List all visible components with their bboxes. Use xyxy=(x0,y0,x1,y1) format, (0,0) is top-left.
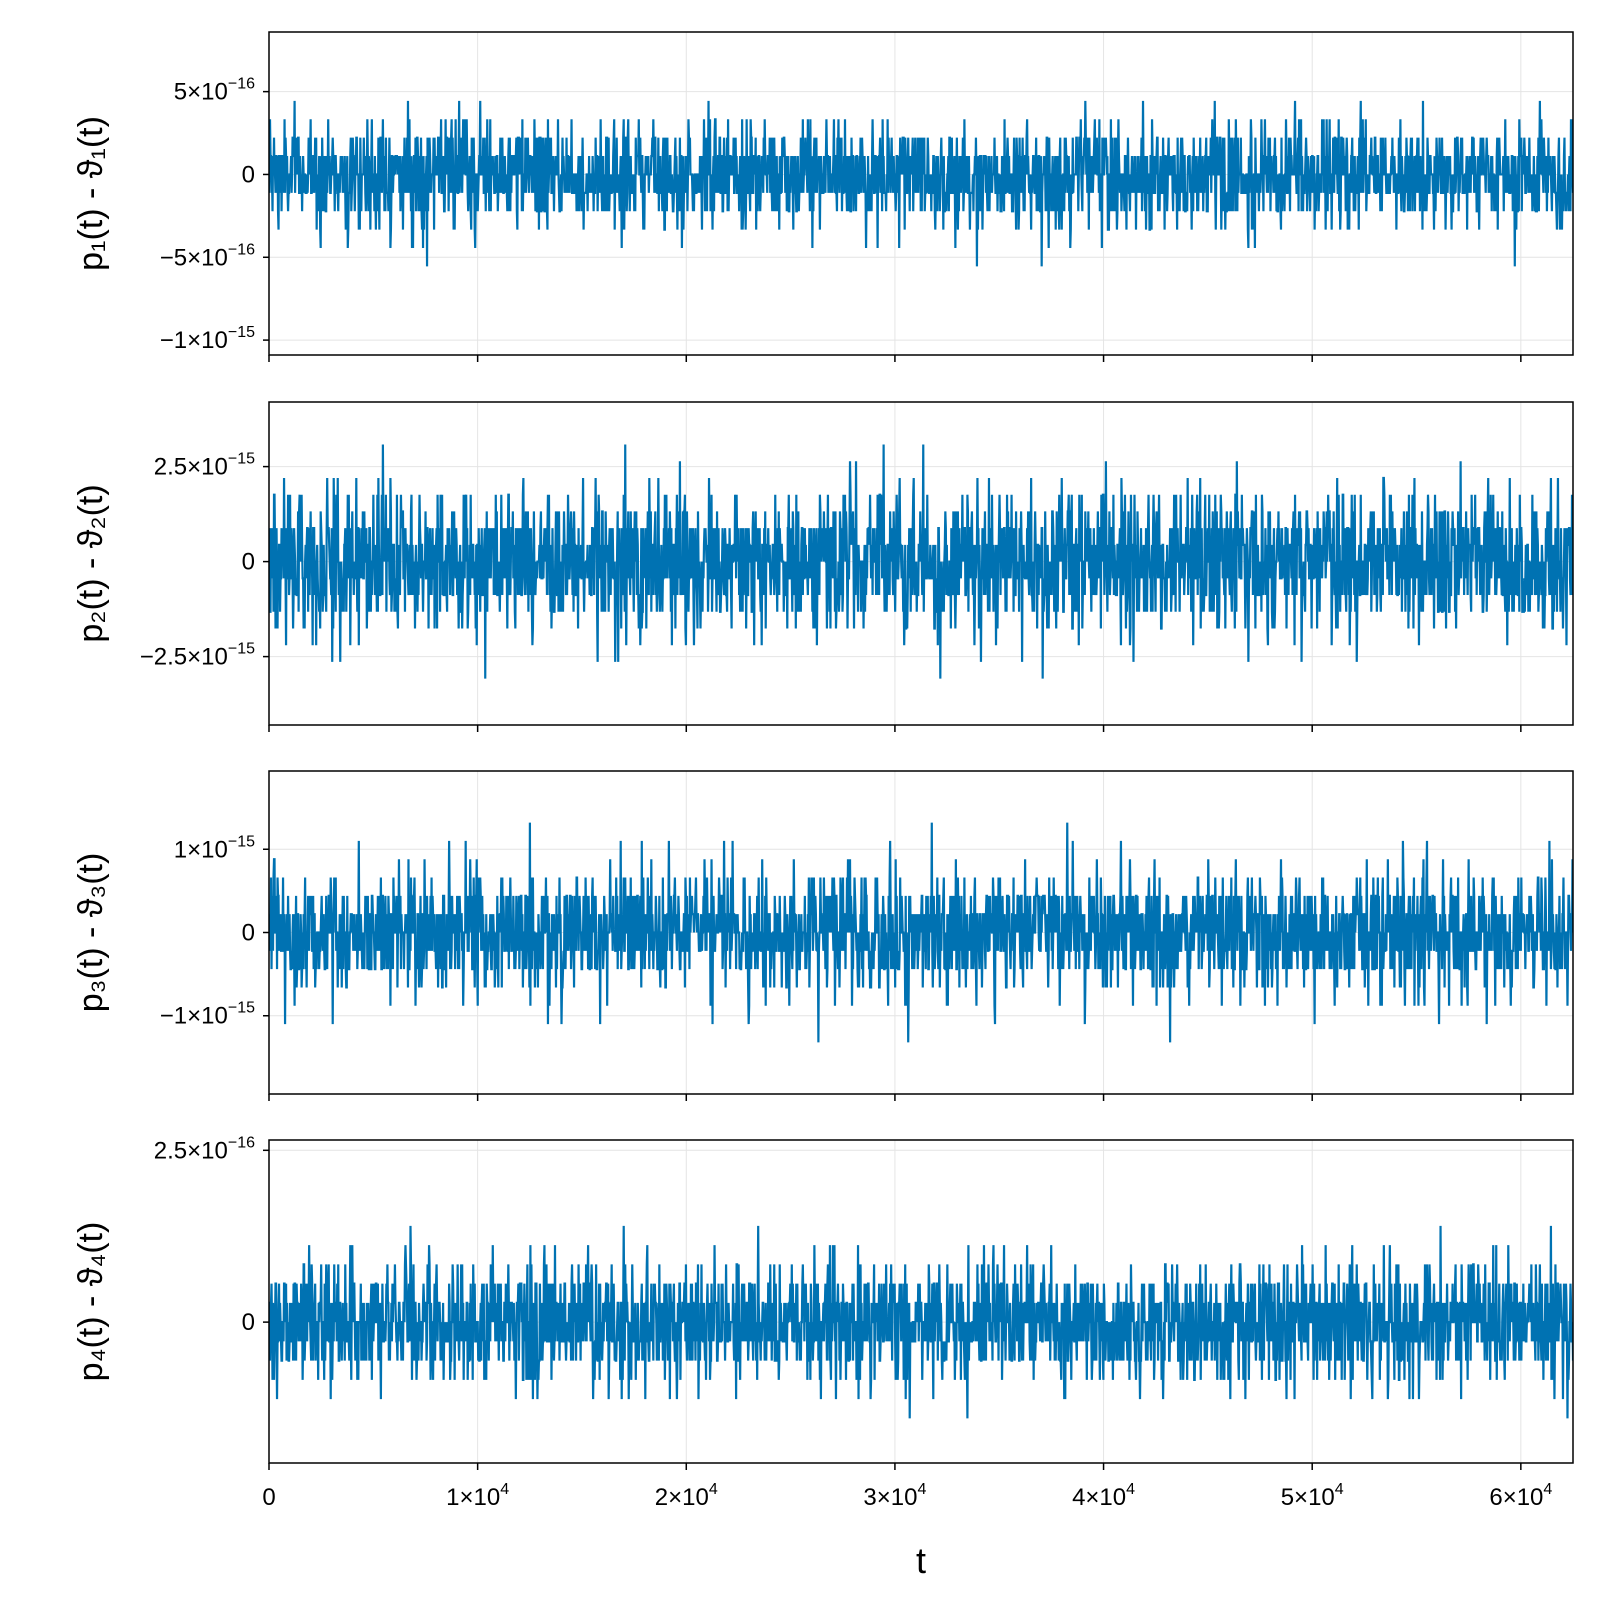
y-tick-label: −5×10−16 xyxy=(160,241,255,271)
x-tick-label: 4×104 xyxy=(1072,1481,1135,1511)
series-line xyxy=(269,444,1573,679)
x-tick-label: 5×104 xyxy=(1281,1481,1344,1511)
x-axis-label: t xyxy=(916,1540,926,1581)
series-line xyxy=(269,822,1573,1043)
plot-frame xyxy=(268,1139,1574,1464)
plot-frame xyxy=(268,31,1574,356)
y-tick-label: 5×10−16 xyxy=(174,76,255,106)
y-tick-label: −1×10−15 xyxy=(160,1000,255,1030)
y-axis-label: p₂(t) - ϑ₂(t) xyxy=(72,484,110,642)
y-axis-label: p₃(t) - ϑ₃(t) xyxy=(72,853,110,1013)
x-tick-label: 2×104 xyxy=(655,1481,718,1511)
y-tick-label: 0 xyxy=(242,1309,255,1336)
series-line xyxy=(269,1225,1573,1419)
x-tick-label: 0 xyxy=(262,1484,275,1511)
panel-3: 1×10−15 0 −1×10−15 p₃(t) - ϑ₃(t) xyxy=(72,770,1574,1101)
series-line xyxy=(269,100,1573,267)
y-tick-label: 0 xyxy=(242,920,255,947)
x-tick-label: 1×104 xyxy=(446,1481,509,1511)
y-axis-label: p₄(t) - ϑ₄(t) xyxy=(72,1222,110,1382)
plot-frame xyxy=(268,401,1574,726)
y-tick-label: 2.5×10−16 xyxy=(154,1134,255,1164)
y-tick-label: 0 xyxy=(242,549,255,576)
panel-1: 5×10−16 0 −5×10−16 −1×10−15 p₁(t) - ϑ₁(t) xyxy=(72,31,1574,362)
x-tick-label: 3×104 xyxy=(863,1481,926,1511)
y-tick-label: −2.5×10−15 xyxy=(140,641,255,671)
y-axis-label: p₁(t) - ϑ₁(t) xyxy=(72,116,110,271)
panel-4: 2.5×10−16 0 0 1×104 2×104 3×104 4×104 5×104 6×10… xyxy=(72,1134,1574,1581)
x-tick-label: 6×104 xyxy=(1489,1481,1552,1511)
panel-2: 2.5×10−15 0 −2.5×10−15 p₂(t) - ϑ₂(t) xyxy=(72,401,1574,732)
y-tick-label: 2.5×10−15 xyxy=(154,451,255,481)
y-tick-label: 0 xyxy=(242,161,255,188)
y-tick-label: 1×10−15 xyxy=(174,833,255,863)
y-tick-label: −1×10−15 xyxy=(160,324,255,354)
